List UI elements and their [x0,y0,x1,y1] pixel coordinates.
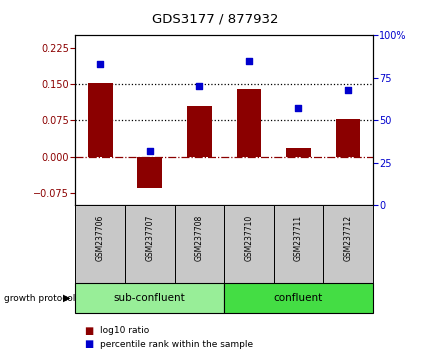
Text: GSM237711: GSM237711 [293,215,302,261]
Bar [137,157,162,188]
Bar [322,205,372,283]
Bar [286,148,310,157]
Bar [224,283,372,313]
Text: GSM237712: GSM237712 [343,215,352,261]
Text: percentile rank within the sample: percentile rank within the sample [100,339,253,349]
Text: ▶: ▶ [63,293,71,303]
Text: growth protocol: growth protocol [4,294,76,303]
Bar [273,205,322,283]
Bar [75,283,224,313]
Bar [125,205,174,283]
Point [344,87,351,93]
Point [96,62,103,67]
Bar [236,89,261,157]
Bar [187,106,211,157]
Text: sub-confluent: sub-confluent [114,293,185,303]
Text: GSM237706: GSM237706 [95,215,104,261]
Text: GSM237710: GSM237710 [244,215,253,261]
Point [245,58,252,64]
Point [146,148,153,154]
Text: GDS3177 / 877932: GDS3177 / 877932 [152,13,278,26]
Text: ■: ■ [84,326,93,336]
Text: GSM237707: GSM237707 [145,215,154,261]
Point [195,84,203,89]
Text: log10 ratio: log10 ratio [100,326,149,336]
Bar [174,205,224,283]
Bar [88,83,112,157]
Text: ■: ■ [84,339,93,349]
Bar [335,119,359,157]
Bar [75,205,125,283]
Text: GSM237708: GSM237708 [194,215,203,261]
Point [294,105,301,111]
Bar [224,205,273,283]
Text: confluent: confluent [273,293,322,303]
